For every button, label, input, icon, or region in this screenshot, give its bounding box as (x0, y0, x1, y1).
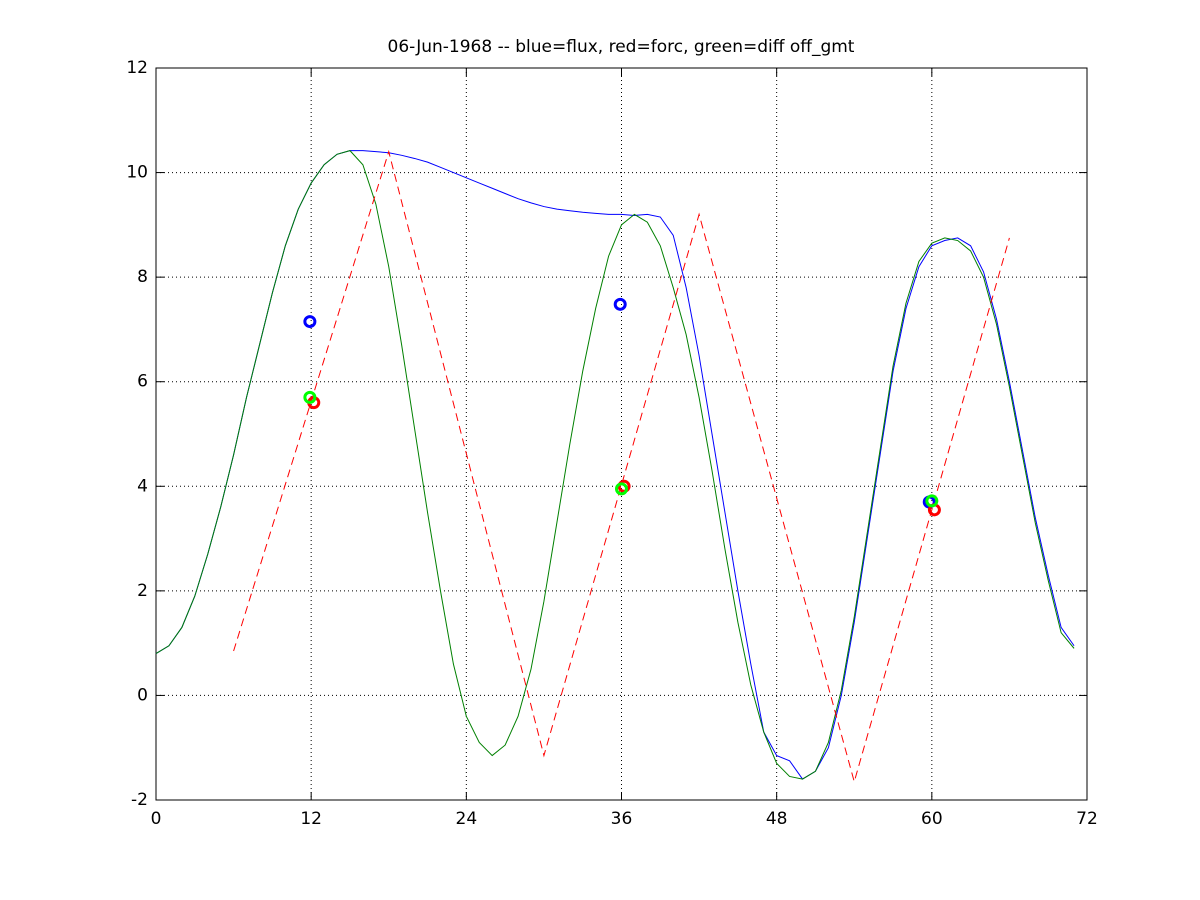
marker (303, 390, 317, 404)
chart-title: 06-Jun-1968 -- blue=flux, red=forc, gree… (388, 37, 855, 57)
line (233, 149, 1010, 784)
y-tick-label: 4 (137, 476, 148, 496)
marker (617, 479, 631, 493)
y-tick-label: 2 (137, 581, 148, 601)
x-tick-label: 48 (766, 809, 788, 829)
y-tick-label: 12 (126, 58, 148, 78)
line (155, 150, 1075, 780)
y-tick-label: 10 (126, 163, 148, 183)
marker (303, 315, 317, 329)
y-tick-label: -2 (131, 790, 148, 810)
y-tick-label: 6 (137, 372, 148, 392)
x-tick-label: 36 (611, 809, 633, 829)
plot-frame (155, 67, 1088, 801)
x-tick-label: 12 (300, 809, 322, 829)
x-tick-label: 24 (456, 809, 478, 829)
y-tick-label: 8 (137, 267, 148, 287)
x-tick-label: 72 (1076, 809, 1098, 829)
x-tick-label: 0 (151, 809, 162, 829)
y-tick-label: 0 (137, 685, 148, 705)
marker (615, 482, 628, 496)
x-tick-label: 60 (921, 809, 943, 829)
marker (925, 494, 939, 508)
marker (613, 297, 627, 311)
